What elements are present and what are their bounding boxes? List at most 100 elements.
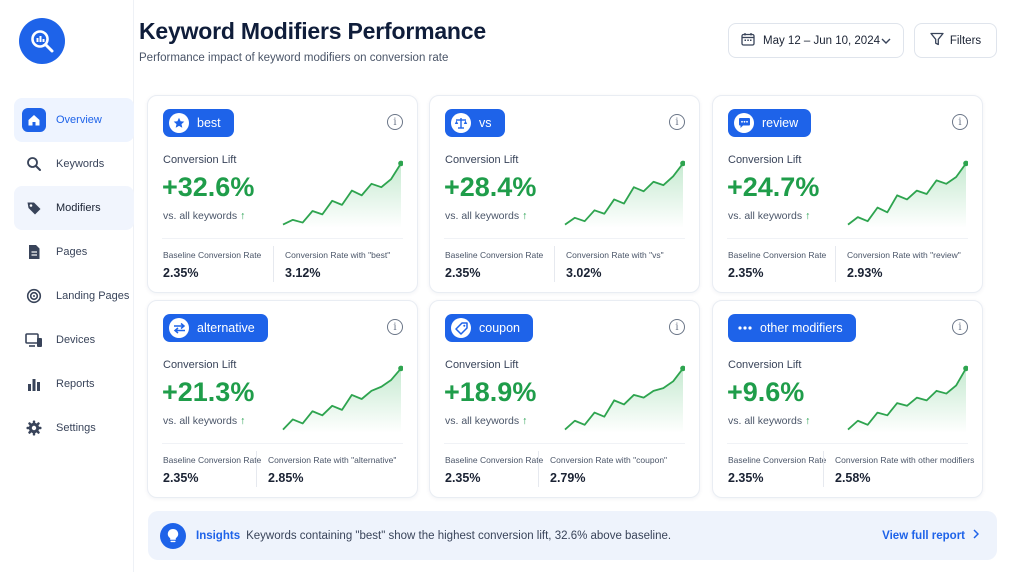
sparkline-chart: [564, 365, 685, 433]
comparison-text: vs. all keywords: [163, 210, 238, 222]
arrow-up-icon: ↑: [805, 210, 811, 222]
modifier-rate-value: 2.85%: [268, 471, 304, 485]
sidebar-item-label: Settings: [56, 422, 96, 434]
modifier-rate-value: 3.12%: [285, 266, 321, 280]
filters-label: Filters: [949, 34, 982, 47]
info-icon[interactable]: i: [387, 114, 403, 130]
devices-icon: [22, 328, 46, 352]
sidebar-item-modifiers[interactable]: Modifiers: [14, 186, 134, 230]
calendar-icon: [741, 32, 755, 49]
filter-icon: [930, 32, 944, 49]
sparkline-endpoint: [680, 160, 685, 167]
sparkline-line: [847, 162, 967, 226]
modifier-name: best: [197, 116, 221, 130]
info-icon[interactable]: i: [952, 319, 968, 335]
arrow-up-icon: ↑: [522, 210, 528, 222]
divider: [444, 238, 685, 239]
comparison-note: vs. all keywords ↑: [163, 210, 245, 222]
sidebar-nav: Overview Keywords Modifiers Pages Landin…: [14, 98, 134, 450]
info-icon[interactable]: i: [387, 319, 403, 335]
sparkline-chart: [847, 365, 968, 433]
chevron-right-icon: [973, 529, 980, 542]
date-range-picker[interactable]: May 12 – Jun 10, 2024: [728, 23, 904, 58]
lift-label: Conversion Lift: [445, 154, 519, 166]
info-icon[interactable]: i: [952, 114, 968, 130]
chevron-down-icon: [881, 35, 891, 47]
modifier-pill[interactable]: best: [163, 109, 234, 137]
sidebar-item-label: Pages: [56, 246, 88, 258]
sidebar-item-label: Overview: [56, 114, 102, 126]
chat-icon: [734, 113, 754, 133]
sidebar-item-devices[interactable]: Devices: [14, 318, 134, 362]
modifier-card: vs i Conversion Lift +28.4% vs. all keyw…: [429, 95, 700, 293]
modifier-name: vs: [479, 116, 492, 130]
home-icon: [22, 108, 46, 132]
baseline-label: Baseline Conversion Rate: [728, 250, 827, 260]
sparkline-area: [565, 368, 683, 433]
modifier-rate-value: 2.93%: [847, 266, 883, 280]
sparkline-area: [565, 163, 683, 228]
baseline-value: 2.35%: [445, 266, 481, 280]
filters-button[interactable]: Filters: [914, 23, 997, 58]
sparkline-endpoint: [963, 365, 968, 372]
star-icon: [169, 113, 189, 133]
sidebar-item-settings[interactable]: Settings: [14, 406, 134, 450]
page-title: Keyword Modifiers Performance: [139, 18, 486, 44]
sparkline-endpoint: [963, 160, 968, 167]
comparison-note: vs. all keywords ↑: [163, 415, 245, 427]
modifier-pill[interactable]: vs: [445, 109, 505, 137]
modifier-pill[interactable]: other modifiers: [728, 314, 856, 342]
divider: [162, 238, 403, 239]
metric-separator: [538, 451, 539, 487]
modifier-rate-label: Conversion Rate with other modifiers: [835, 455, 975, 465]
modifier-card: best i Conversion Lift +32.6% vs. all ke…: [147, 95, 418, 293]
modifier-card: coupon i Conversion Lift +18.9% vs. all …: [429, 300, 700, 498]
lift-value: +9.6%: [727, 377, 805, 407]
modifier-rate-label: Conversion Rate with "coupon": [550, 455, 668, 465]
modifier-rate-value: 2.58%: [835, 471, 871, 485]
baseline-value: 2.35%: [728, 266, 764, 280]
divider: [727, 443, 968, 444]
view-full-report-link[interactable]: View full report: [882, 529, 980, 542]
divider: [727, 238, 968, 239]
metric-separator: [835, 246, 836, 282]
lift-value: +24.7%: [727, 172, 820, 202]
lift-label: Conversion Lift: [728, 359, 802, 371]
sidebar-item-label: Devices: [56, 334, 96, 346]
baseline-value: 2.35%: [445, 471, 481, 485]
modifier-card: other modifiers i Conversion Lift +9.6% …: [712, 300, 983, 498]
lift-label: Conversion Lift: [445, 359, 519, 371]
sidebar-item-landing-pages[interactable]: Landing Pages: [14, 274, 134, 318]
coupon-icon: [451, 318, 471, 338]
sidebar-item-keywords[interactable]: Keywords: [14, 142, 134, 186]
gear-icon: [22, 416, 46, 440]
modifier-rate-value: 3.02%: [566, 266, 602, 280]
sidebar-item-overview[interactable]: Overview: [14, 98, 134, 142]
info-icon[interactable]: i: [669, 319, 685, 335]
bar-chart-icon: [22, 372, 46, 396]
lift-label: Conversion Lift: [163, 154, 237, 166]
sidebar-item-reports[interactable]: Reports: [14, 362, 134, 406]
sparkline-line: [282, 162, 402, 226]
baseline-value: 2.35%: [163, 471, 199, 485]
view-full-report-label: View full report: [882, 529, 965, 542]
divider: [444, 443, 685, 444]
modifier-rate-label: Conversion Rate with "vs": [566, 250, 664, 260]
lightbulb-icon: [160, 522, 186, 549]
search-icon: [22, 152, 46, 176]
baseline-label: Baseline Conversion Rate: [445, 250, 544, 260]
magnifier-chart-icon: [31, 30, 54, 53]
modifier-pill[interactable]: review: [728, 109, 812, 137]
sparkline-endpoint: [680, 365, 685, 372]
metric-separator: [256, 451, 257, 487]
baseline-value: 2.35%: [728, 471, 764, 485]
app-logo[interactable]: [19, 18, 65, 64]
modifier-name: review: [762, 116, 799, 130]
sidebar-item-pages[interactable]: Pages: [14, 230, 134, 274]
modifier-pill[interactable]: coupon: [445, 314, 534, 342]
sparkline-area: [848, 368, 966, 433]
modifier-pill[interactable]: alternative: [163, 314, 268, 342]
modifier-card: alternative i Conversion Lift +21.3% vs.…: [147, 300, 418, 498]
sidebar: Overview Keywords Modifiers Pages Landin…: [0, 0, 134, 572]
info-icon[interactable]: i: [669, 114, 685, 130]
